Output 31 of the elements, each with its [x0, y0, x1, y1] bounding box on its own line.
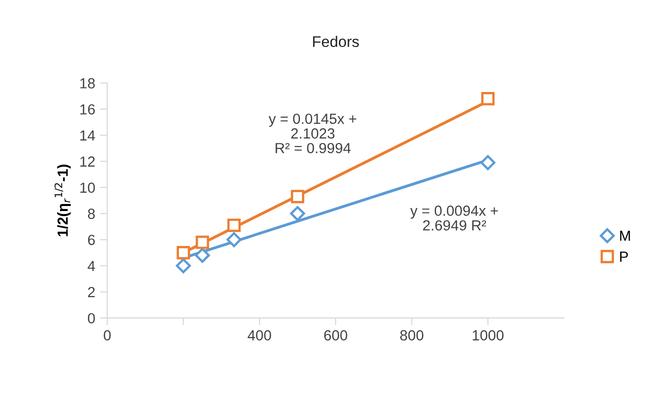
point: [227, 218, 241, 232]
point: [290, 190, 304, 204]
y-tick-label: 14: [80, 130, 96, 141]
y-axis-title: 1/2(η$_{r}$$^{1/2}$-1): [54, 164, 71, 236]
point: [194, 248, 210, 263]
chart-title: Fedors: [313, 36, 359, 48]
legend-label: P: [620, 252, 628, 262]
x-tick-label: 600: [324, 330, 348, 340]
y-tick-label: 8: [88, 208, 95, 219]
point: [176, 246, 190, 260]
point: [481, 92, 495, 106]
point: [176, 258, 191, 274]
x-tick-label: 400: [248, 330, 272, 340]
y-tick-label: 12: [80, 156, 95, 167]
x-tick-label: 800: [400, 330, 424, 340]
point: [196, 236, 210, 249]
annotation: y = 0.0145x + 2.1023 R² = 0.9994: [268, 114, 356, 154]
y-tick-label: 18: [80, 78, 95, 88]
point: [290, 206, 306, 222]
point: [226, 232, 242, 248]
y-tick-label: 0: [88, 313, 95, 324]
y-tick-label: 4: [88, 261, 96, 272]
y-tick-label: 10: [80, 182, 95, 193]
x-tick-label: 1000: [472, 330, 504, 340]
y-tick-label: 2: [88, 286, 95, 298]
y-tick-label: 6: [88, 234, 95, 246]
x-tick-label: 0: [104, 330, 111, 340]
annotation: y = 0.0094x + 2.6949 R²: [410, 206, 498, 231]
y-tick-label: 16: [80, 104, 95, 115]
point: [480, 155, 496, 170]
legend-label: M: [620, 230, 630, 241]
